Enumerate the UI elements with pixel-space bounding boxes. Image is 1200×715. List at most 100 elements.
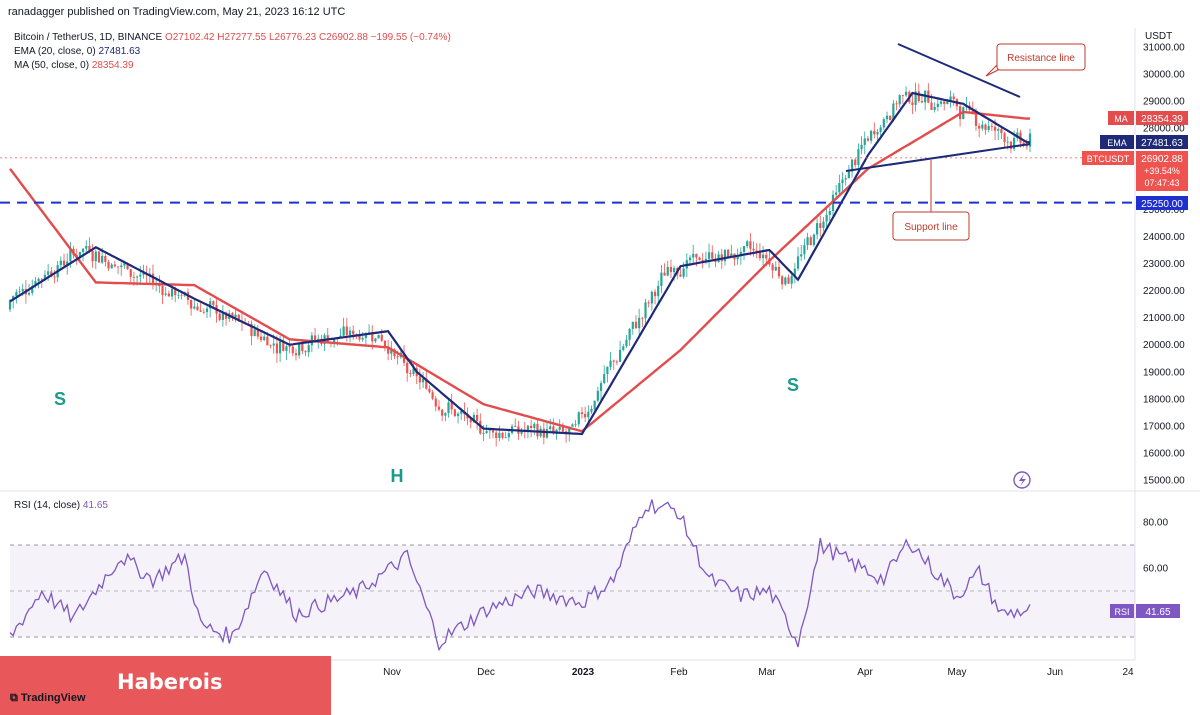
candle-body — [374, 338, 377, 342]
ma-50-line[interactable] — [9, 110, 1030, 433]
candle-body — [298, 343, 301, 356]
ema-price-tag[interactable]: EMA 27481.63 — [1100, 135, 1188, 149]
candle-body — [819, 223, 822, 228]
candle-body — [390, 349, 393, 354]
candle-body — [987, 126, 990, 130]
candle-body — [838, 183, 841, 193]
candle — [428, 385, 431, 394]
candle-body — [190, 300, 193, 309]
candle — [574, 419, 577, 428]
ma-price-tag[interactable]: MA 28354.39 — [1108, 111, 1188, 125]
candle — [342, 317, 345, 338]
candle — [558, 419, 561, 434]
price-tick-label: 28000.00 — [1143, 124, 1185, 135]
candle-body — [15, 292, 18, 297]
candle-body — [88, 245, 91, 251]
candle — [924, 90, 927, 111]
candle-body — [822, 221, 825, 228]
candle — [221, 304, 224, 327]
candle-body — [275, 343, 279, 354]
candle-body — [212, 301, 215, 306]
candle — [943, 100, 946, 111]
candle-body — [825, 215, 828, 222]
candle-body — [673, 268, 676, 273]
candle — [860, 136, 863, 155]
candle — [622, 343, 625, 352]
candle-body — [634, 321, 638, 329]
candle-body — [199, 310, 202, 312]
candle-body — [701, 260, 704, 262]
legend-ma-row[interactable]: MA (50, close, 0) 28354.39 — [14, 60, 134, 71]
candle-body — [288, 346, 291, 348]
candle — [631, 321, 634, 335]
candle — [453, 408, 456, 418]
price-tick-label: 22000.00 — [1143, 286, 1185, 297]
candle — [933, 102, 936, 113]
candle — [250, 320, 253, 346]
candle-body — [469, 418, 472, 423]
candle — [692, 244, 695, 264]
watermark-text: Haberois — [117, 670, 223, 694]
candle — [120, 262, 123, 276]
candle-body — [47, 271, 50, 275]
legend-ema-row[interactable]: EMA (20, close, 0) 27481.63 — [14, 46, 140, 57]
candle — [561, 422, 564, 433]
candle — [761, 245, 765, 266]
ema-20-line[interactable] — [9, 91, 1030, 436]
lightning-icon[interactable] — [1013, 471, 1031, 489]
candle — [450, 393, 453, 415]
candle — [618, 340, 622, 362]
candle — [901, 94, 904, 104]
candle — [796, 247, 800, 271]
support-trendline[interactable] — [845, 143, 1031, 172]
candle-body — [1013, 137, 1016, 149]
candle-body — [641, 317, 644, 319]
candle-body — [911, 102, 914, 105]
level-price-tag[interactable]: 25250.00 — [1136, 196, 1188, 210]
rsi-value-tag[interactable]: RSI 41.65 — [1110, 604, 1180, 618]
candle — [59, 256, 62, 270]
candle-body — [406, 362, 409, 374]
candle — [917, 83, 920, 103]
candle — [984, 123, 987, 135]
candle-body — [21, 288, 24, 292]
candle-body — [752, 248, 755, 251]
candle — [628, 328, 631, 346]
candle — [593, 400, 596, 412]
candle-body — [294, 353, 298, 356]
candle-body — [151, 273, 155, 285]
candle — [104, 253, 107, 267]
candle — [653, 289, 657, 305]
tradingview-logo[interactable]: ⧉ TradingView — [10, 692, 86, 705]
candle-body — [180, 294, 183, 296]
support-callout[interactable]: Support line — [892, 160, 970, 241]
candle-body — [993, 126, 997, 131]
candle-body — [917, 91, 920, 102]
last-price-tag[interactable]: BTCUSDT 26902.88 +39.54% 07:47:43 — [1082, 151, 1188, 191]
candle-body — [749, 241, 752, 249]
candle — [456, 411, 460, 424]
candle — [717, 250, 720, 263]
candle-body — [142, 273, 145, 275]
candle — [62, 253, 66, 267]
resistance-callout[interactable]: Resistance line — [985, 43, 1086, 77]
legend-rsi-label: RSI (14, close) — [14, 500, 81, 511]
rsi-tag-value: 41.65 — [1145, 607, 1170, 618]
candle-body — [828, 210, 831, 216]
candle — [838, 174, 841, 195]
legend-rsi-row[interactable]: RSI (14, close) 41.65 — [14, 500, 108, 511]
candle-body — [647, 302, 650, 304]
candle-body — [352, 330, 355, 335]
candle — [596, 386, 599, 403]
time-tick-label: Feb — [670, 667, 688, 678]
rsi-line[interactable] — [9, 499, 1031, 652]
candle — [742, 245, 746, 261]
candle-body — [174, 288, 177, 296]
candle — [876, 129, 879, 142]
candle-body — [577, 412, 580, 425]
resistance-trendline[interactable] — [897, 43, 1021, 98]
candle — [787, 274, 790, 285]
support-label: Support line — [904, 222, 958, 233]
candle — [580, 407, 584, 419]
